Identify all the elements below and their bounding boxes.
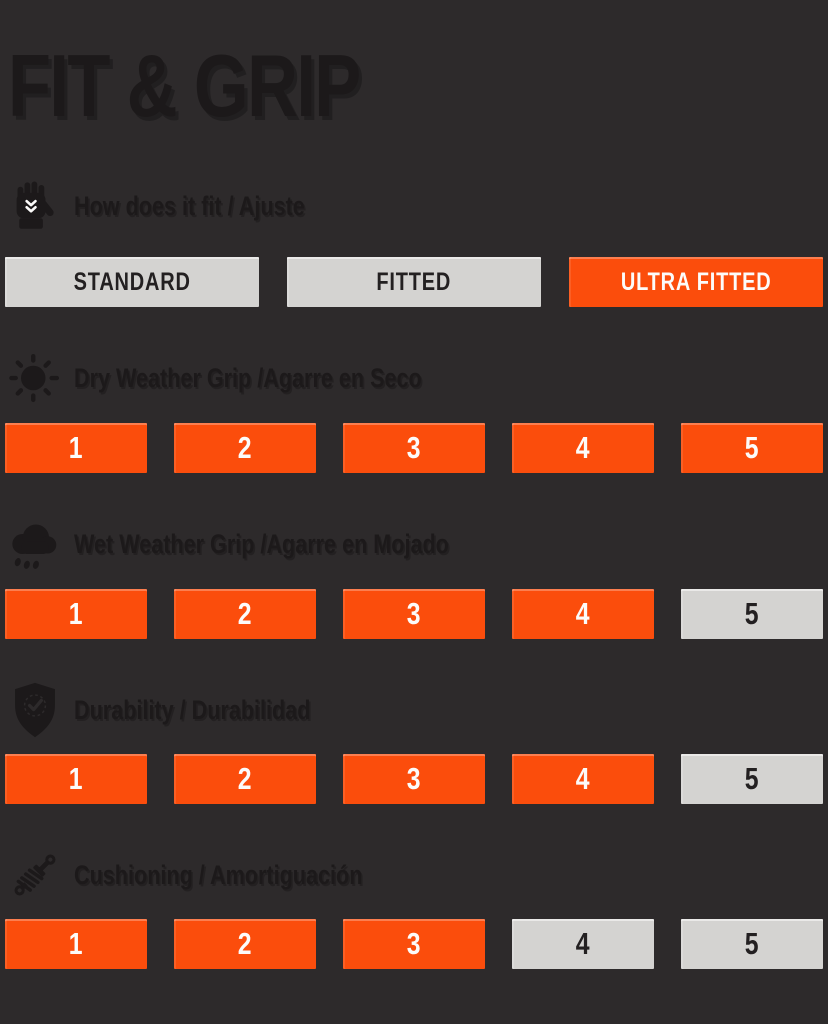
wet-grip-scale-cell-2: 2 xyxy=(174,589,316,639)
cushioning-scale-cell-1-label: 1 xyxy=(69,926,83,961)
wet-grip-scale-cell-4-label: 4 xyxy=(576,596,590,631)
durability-scale-cell-5-label: 5 xyxy=(745,761,759,796)
page-title-text: FIT & GRIP xyxy=(8,36,361,135)
fit-option-fitted-label: FITTED xyxy=(376,267,452,296)
section-fit-title: How does it fit / Ajuste xyxy=(74,190,305,221)
shield-check-icon xyxy=(6,681,64,739)
dry-grip-scale-cell-3-label: 3 xyxy=(407,430,421,465)
fit-option-ultra-fitted-label: ULTRA FITTED xyxy=(620,267,772,296)
rain-cloud-icon xyxy=(6,515,64,573)
wet-grip-scale-cell-5: 5 xyxy=(681,589,823,639)
cushioning-scale-cell-5-label: 5 xyxy=(745,926,759,961)
dry-grip-scale-cell-5-label: 5 xyxy=(745,430,759,465)
section-wet-grip-title: Wet Weather Grip /Agarre en Mojado xyxy=(74,528,449,559)
dry-grip-scale-cell-2: 2 xyxy=(174,423,316,473)
durability-scale-cell-3: 3 xyxy=(343,754,485,804)
fit-option-fitted: FITTED xyxy=(287,257,541,307)
wet-grip-scale-row: 1 2 3 4 5 xyxy=(0,589,828,639)
cushioning-scale-cell-5: 5 xyxy=(681,919,823,969)
cushioning-scale-cell-4: 4 xyxy=(512,919,654,969)
durability-scale-cell-4: 4 xyxy=(512,754,654,804)
wet-grip-scale-cell-1-label: 1 xyxy=(69,596,83,631)
goalkeeper-glove-icon xyxy=(6,177,64,235)
wet-grip-scale-cell-4: 4 xyxy=(512,589,654,639)
section-wet-grip-header: Wet Weather Grip /Agarre en Mojado xyxy=(6,515,822,573)
durability-scale-cell-3-label: 3 xyxy=(407,761,421,796)
section-cushioning-title: Cushioning / Amortiguación xyxy=(74,859,363,890)
wet-grip-scale-cell-1: 1 xyxy=(5,589,147,639)
cushioning-scale-cell-2-label: 2 xyxy=(238,926,252,961)
durability-scale-cell-2-label: 2 xyxy=(238,761,252,796)
cushioning-scale-cell-1: 1 xyxy=(5,919,147,969)
dry-grip-scale-row: 1 2 3 4 5 xyxy=(0,423,828,473)
cushioning-scale-cell-3-label: 3 xyxy=(407,926,421,961)
fit-option-ultra-fitted: ULTRA FITTED xyxy=(569,257,823,307)
wet-grip-scale-cell-3: 3 xyxy=(343,589,485,639)
durability-scale-cell-5: 5 xyxy=(681,754,823,804)
section-cushioning-header: Cushioning / Amortiguación xyxy=(6,846,822,904)
cushioning-scale-row: 1 2 3 4 5 xyxy=(0,919,828,969)
durability-scale-cell-4-label: 4 xyxy=(576,761,590,796)
dry-grip-scale-cell-5: 5 xyxy=(681,423,823,473)
fit-option-standard: STANDARD xyxy=(5,257,259,307)
fit-options-row: STANDARD FITTED ULTRA FITTED xyxy=(0,257,828,307)
durability-scale-cell-2: 2 xyxy=(174,754,316,804)
section-dry-grip-title: Dry Weather Grip /Agarre en Seco xyxy=(74,362,422,393)
dry-grip-scale-cell-1: 1 xyxy=(5,423,147,473)
durability-scale-row: 1 2 3 4 5 xyxy=(0,754,828,804)
durability-scale-cell-1: 1 xyxy=(5,754,147,804)
cushioning-scale-cell-2: 2 xyxy=(174,919,316,969)
dry-grip-scale-cell-1-label: 1 xyxy=(69,430,83,465)
dry-grip-scale-cell-3: 3 xyxy=(343,423,485,473)
wet-grip-scale-cell-3-label: 3 xyxy=(407,596,421,631)
shock-absorber-icon xyxy=(6,846,64,904)
page-title: FIT & GRIP xyxy=(8,36,448,135)
sun-icon xyxy=(6,349,64,407)
dry-grip-scale-cell-4: 4 xyxy=(512,423,654,473)
dry-grip-scale-cell-2-label: 2 xyxy=(238,430,252,465)
durability-scale-cell-1-label: 1 xyxy=(69,761,83,796)
dry-grip-scale-cell-4-label: 4 xyxy=(576,430,590,465)
cushioning-scale-cell-3: 3 xyxy=(343,919,485,969)
section-durability-header: Durability / Durabilidad xyxy=(6,681,822,739)
section-fit-header: How does it fit / Ajuste xyxy=(6,177,822,235)
wet-grip-scale-cell-2-label: 2 xyxy=(238,596,252,631)
section-dry-grip-header: Dry Weather Grip /Agarre en Seco xyxy=(6,349,822,407)
section-durability-title: Durability / Durabilidad xyxy=(74,694,311,725)
fit-option-standard-label: STANDARD xyxy=(73,267,191,296)
cushioning-scale-cell-4-label: 4 xyxy=(576,926,590,961)
wet-grip-scale-cell-5-label: 5 xyxy=(745,596,759,631)
